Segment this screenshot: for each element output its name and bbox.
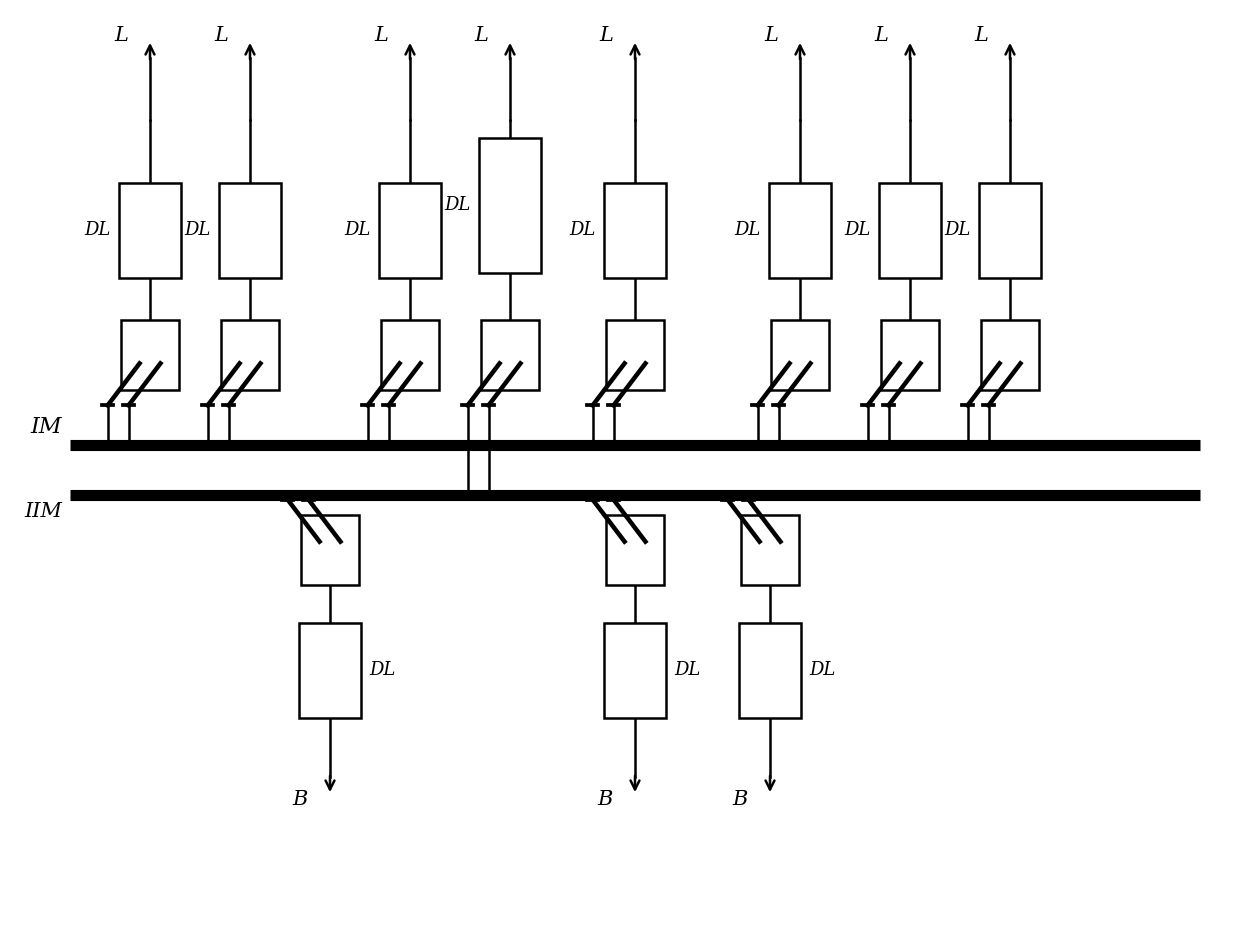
Bar <box>771 320 829 390</box>
Text: IM: IM <box>31 416 62 438</box>
Bar <box>769 182 831 277</box>
Text: L: L <box>974 26 988 45</box>
Text: DL: DL <box>735 221 761 239</box>
Bar <box>479 138 541 273</box>
Text: IIM: IIM <box>25 502 62 521</box>
Bar <box>301 515 359 585</box>
Bar <box>299 622 361 717</box>
Text: L: L <box>599 26 613 45</box>
Bar <box>881 320 939 390</box>
Text: DL: DL <box>445 196 471 214</box>
Text: DL: DL <box>809 661 835 679</box>
Bar <box>606 320 664 390</box>
Bar <box>879 182 941 277</box>
Text: L: L <box>764 26 778 45</box>
Bar <box>604 622 666 717</box>
Text: DL: DL <box>369 661 395 679</box>
Text: L: L <box>874 26 888 45</box>
Bar <box>480 320 538 390</box>
Bar <box>221 320 279 390</box>
Bar <box>604 182 666 277</box>
Bar <box>219 182 282 277</box>
Text: DL: DL <box>569 221 597 239</box>
Text: L: L <box>214 26 228 45</box>
Bar <box>981 320 1039 390</box>
Text: B: B <box>732 790 748 809</box>
Text: DL: DL <box>945 221 971 239</box>
Text: DL: DL <box>845 221 871 239</box>
Bar <box>979 182 1041 277</box>
Bar <box>379 182 441 277</box>
Text: DL: DL <box>85 221 111 239</box>
Text: DL: DL <box>674 661 700 679</box>
Text: L: L <box>474 26 488 45</box>
Bar <box>119 182 182 277</box>
Text: B: B <box>293 790 308 809</box>
Bar <box>382 320 438 390</box>
Bar <box>121 320 179 390</box>
Bar <box>741 515 799 585</box>
Text: DL: DL <box>184 221 211 239</box>
Text: DL: DL <box>345 221 370 239</box>
Text: L: L <box>114 26 128 45</box>
Text: B: B <box>598 790 613 809</box>
Bar <box>739 622 802 717</box>
Bar <box>606 515 664 585</box>
Text: L: L <box>374 26 388 45</box>
